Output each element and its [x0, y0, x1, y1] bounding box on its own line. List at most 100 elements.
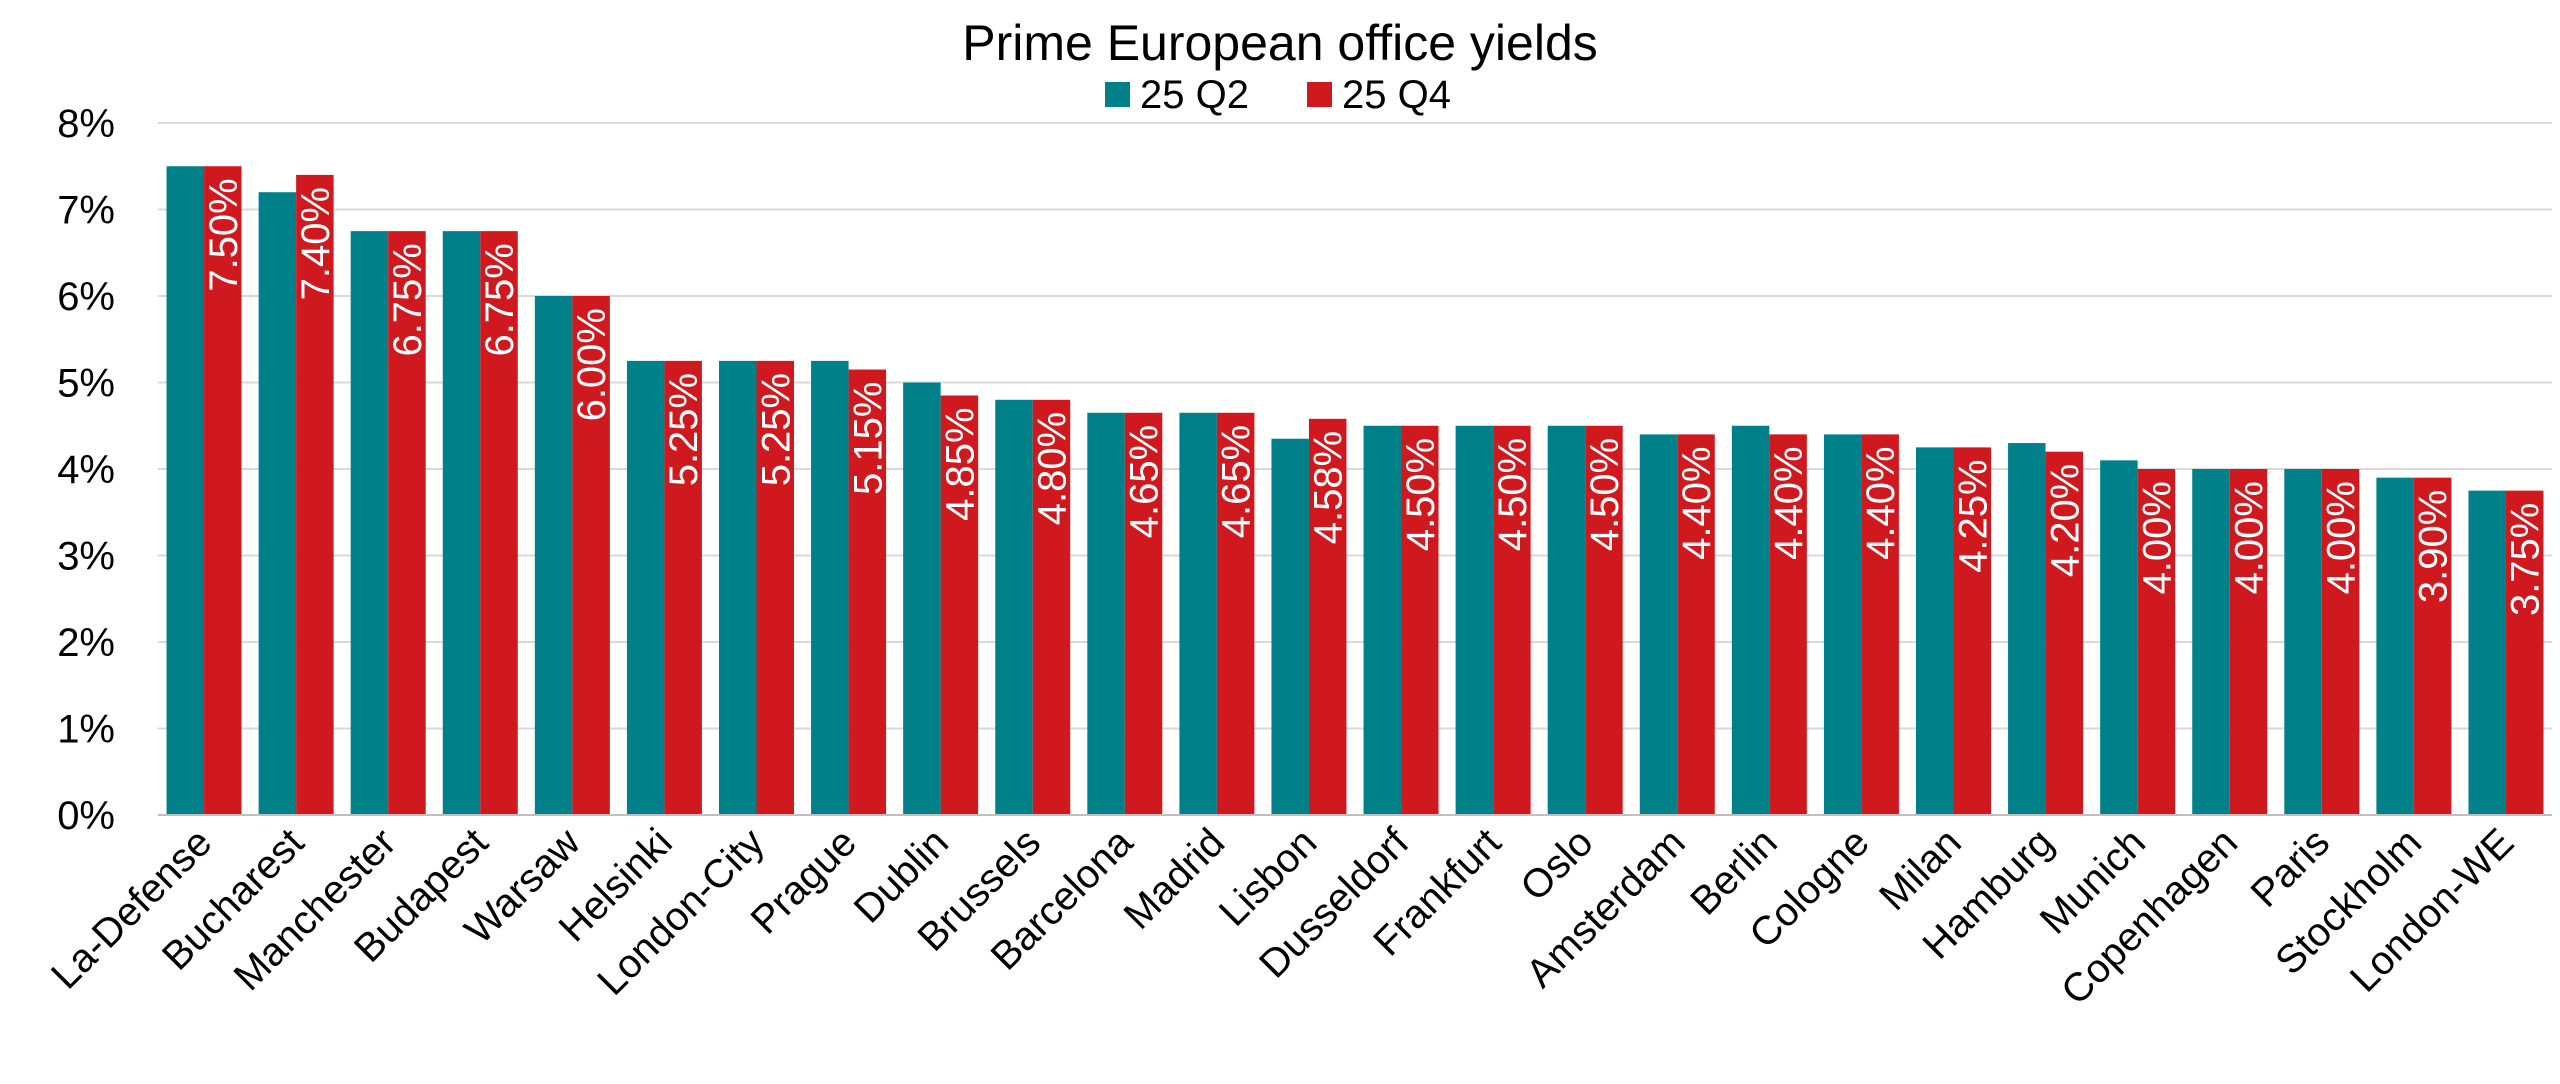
data-labels: 7.50% 7.40% 6.75% 6.75% 6.00% 5.25% 5.25% 5.15%… [202, 178, 2548, 616]
bar-london-city-25-q4 [756, 360, 794, 815]
bar-warsaw-25-q4 [572, 296, 610, 815]
y-tick-label: 2% [57, 621, 115, 665]
data-label-dusseldorf: 4.50% [1399, 438, 1443, 551]
bar-budapest-25-q4 [480, 231, 518, 815]
bar-cologne-25-q2 [1823, 434, 1862, 815]
data-label-berlin: 4.40% [1767, 446, 1811, 559]
bar-manchester-25-q4 [388, 231, 426, 815]
data-label-milan: 4.25% [1951, 459, 1995, 572]
bar-oslo-25-q4 [1585, 425, 1623, 815]
y-axis: 0% 1% 2% 3% 4% 5% 6% 7% 8% [57, 102, 115, 838]
bar-amsterdam-25-q4 [1677, 434, 1715, 815]
bar-paris-25-q4 [2321, 469, 2360, 815]
data-label-copenhagen: 4.00% [2227, 481, 2271, 594]
data-label-warsaw: 6.00% [570, 308, 614, 421]
bar-berlin-25-q4 [1769, 434, 1807, 815]
bar-lisbon-25-q4 [1308, 418, 1347, 815]
data-label-helsinki: 5.25% [662, 373, 706, 486]
bar-dublin-25-q2 [903, 382, 941, 815]
bar-hamburg-25-q4 [2045, 451, 2084, 815]
bar-brussels-25-q4 [1032, 399, 1071, 815]
data-label-hamburg: 4.20% [2043, 464, 2087, 577]
bar-lisbon-25-q2 [1271, 438, 1309, 815]
bar-madrid-25-q4 [1216, 412, 1255, 815]
data-label-cologne: 4.40% [1859, 446, 1903, 559]
data-label-barcelona: 4.65% [1123, 425, 1167, 538]
bar-bucharest-25-q4 [296, 174, 334, 815]
bar-cologne-25-q4 [1861, 434, 1899, 815]
chart-title: Prime European office yields [962, 15, 1598, 71]
bars [166, 166, 2544, 815]
bar-london-city-25-q2 [719, 360, 757, 815]
bar-oslo-25-q2 [1547, 425, 1586, 815]
y-tick-label: 8% [57, 102, 115, 146]
data-label-london-we: 3.75% [2504, 503, 2548, 616]
y-tick-label: 6% [57, 275, 115, 319]
data-label-frankfurt: 4.50% [1491, 438, 1535, 551]
y-tick-label: 3% [57, 535, 115, 579]
data-label-dublin: 4.85% [938, 407, 982, 520]
bar-frankfurt-25-q4 [1493, 425, 1531, 815]
y-tick-label: 7% [57, 189, 115, 233]
bar-hamburg-25-q2 [2008, 443, 2046, 815]
data-label-prague: 5.15% [846, 382, 890, 495]
y-tick-label: 4% [57, 448, 115, 492]
y-tick-label: 0% [57, 794, 115, 838]
y-tick-label: 5% [57, 362, 115, 406]
data-label-bucharest: 7.40% [294, 187, 338, 300]
legend-label-25-q4: 25 Q4 [1342, 73, 1451, 117]
data-label-munich: 4.00% [2135, 481, 2179, 594]
data-label-manchester: 6.75% [386, 243, 430, 356]
bar-barcelona-25-q2 [1087, 412, 1125, 815]
bar-berlin-25-q2 [1731, 425, 1770, 815]
data-label-brussels: 4.80% [1030, 412, 1074, 525]
bar-warsaw-25-q2 [534, 296, 573, 815]
bar-copenhagen-25-q4 [2229, 469, 2268, 815]
bar-manchester-25-q2 [350, 231, 389, 815]
x-axis: La-DefenseBucharestManchesterBudapestWar… [43, 814, 2552, 1013]
data-label-budapest: 6.75% [478, 243, 522, 356]
bar-prague-25-q2 [811, 360, 849, 815]
bar-bucharest-25-q2 [258, 192, 297, 815]
data-label-oslo: 4.50% [1583, 438, 1627, 551]
bar-london-we-25-q2 [2468, 490, 2506, 815]
bar-barcelona-25-q4 [1124, 412, 1163, 815]
bar-helsinki-25-q4 [664, 360, 702, 815]
bar-madrid-25-q2 [1179, 412, 1217, 815]
data-label-amsterdam: 4.40% [1675, 446, 1719, 559]
bar-amsterdam-25-q2 [1639, 434, 1678, 815]
bar-la-defense-25-q2 [166, 166, 205, 815]
legend-swatch-25-q4 [1307, 82, 1332, 107]
data-label-la-defense: 7.50% [202, 178, 246, 291]
bar-dublin-25-q4 [940, 395, 979, 815]
data-label-madrid: 4.65% [1215, 425, 1259, 538]
bar-prague-25-q4 [848, 369, 887, 815]
data-label-paris: 4.00% [2320, 481, 2364, 594]
legend-swatch-25-q2 [1105, 82, 1130, 107]
bar-budapest-25-q2 [442, 231, 481, 815]
bar-stockholm-25-q2 [2376, 477, 2414, 815]
legend-label-25-q2: 25 Q2 [1140, 73, 1249, 117]
x-tick-label-prague: Prague [743, 820, 865, 942]
y-tick-label: 1% [57, 708, 115, 752]
data-label-london-city: 5.25% [754, 373, 798, 486]
x-tick-label-madrid: Madrid [1116, 820, 1234, 938]
bar-london-we-25-q4 [2505, 490, 2544, 815]
bar-brussels-25-q2 [995, 399, 1033, 815]
bar-la-defense-25-q4 [204, 166, 242, 815]
data-label-lisbon: 4.58% [1307, 431, 1351, 544]
bar-dusseldorf-25-q2 [1363, 425, 1402, 815]
bar-copenhagen-25-q2 [2192, 469, 2230, 815]
bar-milan-25-q4 [1953, 447, 1991, 815]
bar-munich-25-q2 [2100, 460, 2138, 815]
data-label-stockholm: 3.90% [2412, 490, 2456, 603]
legend: 25 Q2 25 Q4 [1105, 73, 1451, 117]
bar-dusseldorf-25-q4 [1401, 425, 1439, 815]
bar-stockholm-25-q4 [2413, 477, 2452, 815]
bar-milan-25-q2 [1916, 447, 1954, 815]
bar-munich-25-q4 [2137, 469, 2176, 815]
bar-frankfurt-25-q2 [1455, 425, 1494, 815]
bar-paris-25-q2 [2284, 469, 2322, 815]
